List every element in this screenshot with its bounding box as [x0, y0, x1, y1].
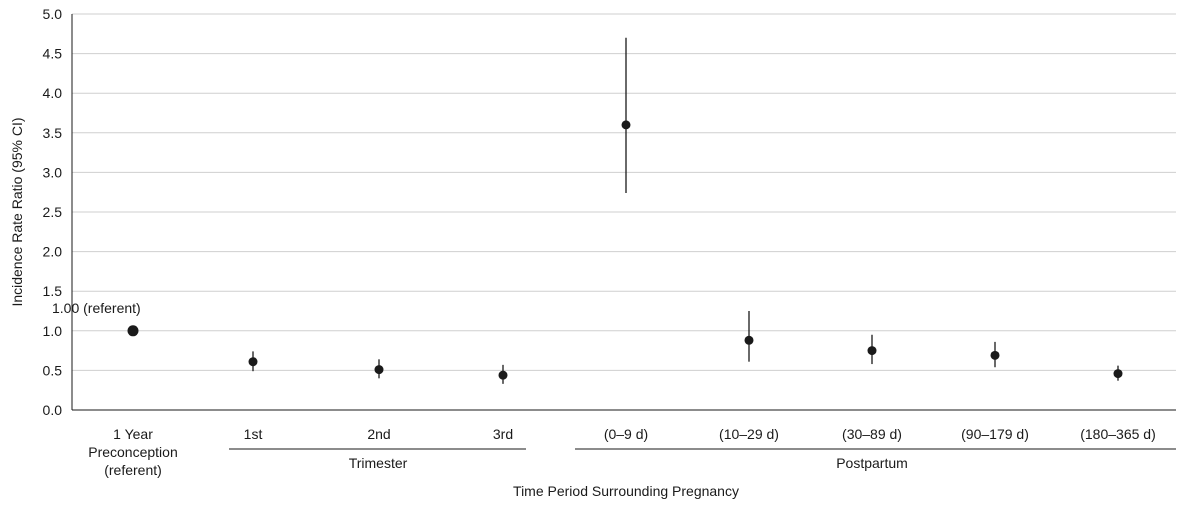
x-category-label: 3rd: [493, 426, 513, 442]
x-category-labels: 1 Year Preconception (referent) 1st 2nd 3rd (0…: [88, 426, 1156, 478]
y-tick-label: 1.0: [43, 323, 63, 339]
data-point: [374, 365, 384, 375]
x-category-label: 1 Year: [113, 426, 153, 442]
data-point: [1113, 369, 1123, 379]
x-category-label: (180–365 d): [1080, 426, 1156, 442]
x-category-label: (referent): [104, 462, 162, 478]
y-tick-label: 4.0: [43, 85, 63, 101]
group-labels: Trimester Postpartum: [229, 448, 1176, 471]
data-point: [498, 370, 508, 380]
y-tick-label: 0.0: [43, 402, 63, 418]
x-category-label: Preconception: [88, 444, 178, 460]
data-layer: [127, 37, 1123, 384]
group-label: Trimester: [349, 455, 408, 471]
y-tick-label: 2.5: [43, 204, 63, 220]
y-axis-title: Incidence Rate Ratio (95% CI): [9, 117, 25, 306]
data-point: [248, 357, 258, 367]
x-category-label: (90–179 d): [961, 426, 1029, 442]
y-tick-label: 0.5: [43, 362, 63, 378]
y-tick-label: 3.0: [43, 164, 63, 180]
data-point: [990, 350, 1000, 360]
group-label: Postpartum: [836, 455, 908, 471]
data-point: [744, 335, 754, 345]
y-tick-label: 4.5: [43, 46, 63, 62]
y-tick-label: 3.5: [43, 125, 63, 141]
data-point: [127, 325, 139, 337]
y-tick-label: 5.0: [43, 6, 63, 22]
y-tick-label: 2.0: [43, 244, 63, 260]
x-category-label: 1st: [244, 426, 263, 442]
x-category-label: (30–89 d): [842, 426, 902, 442]
x-category-label: (10–29 d): [719, 426, 779, 442]
data-point: [867, 346, 877, 356]
y-tick-label: 1.5: [43, 283, 63, 299]
grid-layer: [71, 13, 1176, 410]
x-axis-title: Time Period Surrounding Pregnancy: [513, 483, 739, 499]
x-category-label: (0–9 d): [604, 426, 648, 442]
y-tick-labels: 0.0 0.5 1.0 1.5 2.0 2.5 3.0 3.5 4.0 4.5 5.0: [43, 6, 63, 418]
data-point: [621, 120, 631, 130]
x-category-label: 2nd: [367, 426, 390, 442]
referent-annotation: 1.00 (referent): [52, 300, 141, 316]
